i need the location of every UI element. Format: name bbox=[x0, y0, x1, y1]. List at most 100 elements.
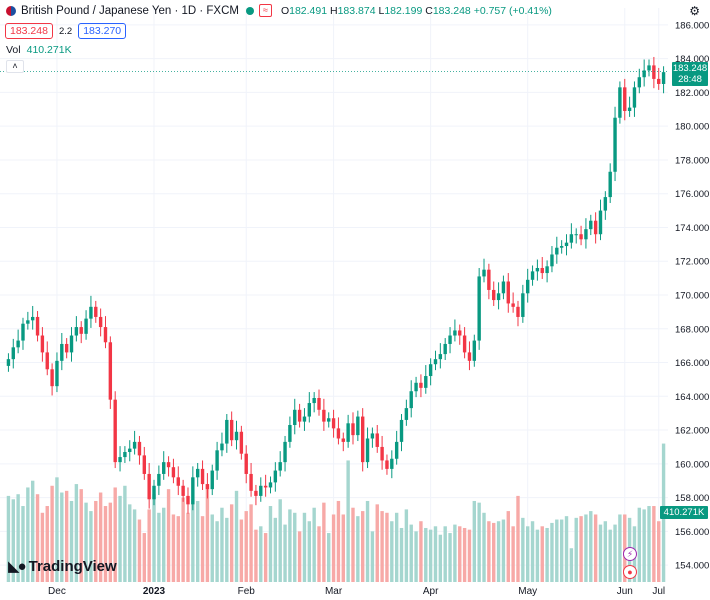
candle-body[interactable] bbox=[84, 318, 88, 334]
candle-body[interactable] bbox=[234, 431, 239, 441]
candle-body[interactable] bbox=[584, 229, 588, 240]
candle-body[interactable] bbox=[288, 424, 292, 442]
candle-body[interactable] bbox=[496, 293, 501, 301]
candle-body[interactable] bbox=[652, 65, 656, 79]
candle-body[interactable] bbox=[249, 473, 253, 491]
candle-body[interactable] bbox=[579, 234, 583, 240]
candle-body[interactable] bbox=[162, 462, 166, 474]
candle-body[interactable] bbox=[365, 438, 370, 463]
candle-body[interactable] bbox=[142, 455, 147, 474]
candle-body[interactable] bbox=[317, 397, 321, 410]
candle-body[interactable] bbox=[244, 453, 248, 474]
candle-body[interactable] bbox=[569, 234, 574, 243]
candle-body[interactable] bbox=[530, 271, 535, 280]
candle-body[interactable] bbox=[462, 335, 467, 353]
candle-body[interactable] bbox=[370, 433, 375, 439]
candle-body[interactable] bbox=[205, 484, 210, 490]
candle-body[interactable] bbox=[394, 441, 399, 459]
candle-body[interactable] bbox=[453, 330, 457, 336]
candle-body[interactable] bbox=[346, 423, 350, 442]
candle-body[interactable] bbox=[409, 391, 413, 409]
candle-body[interactable] bbox=[79, 327, 83, 334]
candle-body[interactable] bbox=[535, 267, 540, 272]
candle-body[interactable] bbox=[360, 416, 365, 463]
candle-body[interactable] bbox=[540, 267, 544, 274]
candle-body[interactable] bbox=[273, 470, 278, 483]
candle-body[interactable] bbox=[336, 428, 341, 439]
candle-body[interactable] bbox=[186, 495, 190, 505]
candle-body[interactable] bbox=[35, 316, 40, 336]
settings-gear-icon[interactable]: ⚙ bbox=[689, 4, 700, 18]
candle-body[interactable] bbox=[428, 364, 433, 377]
candle-body[interactable] bbox=[613, 117, 617, 172]
candle-body[interactable] bbox=[375, 433, 379, 447]
candle-body[interactable] bbox=[351, 423, 355, 436]
candle-body[interactable] bbox=[225, 419, 229, 444]
candle-body[interactable] bbox=[30, 316, 35, 321]
candle-body[interactable] bbox=[623, 87, 627, 111]
candle-body[interactable] bbox=[26, 320, 30, 324]
candle-body[interactable] bbox=[55, 360, 59, 387]
candle-body[interactable] bbox=[404, 408, 409, 420]
candle-body[interactable] bbox=[60, 343, 64, 361]
candle-body[interactable] bbox=[632, 87, 637, 108]
candle-body[interactable] bbox=[176, 477, 180, 486]
candle-body[interactable] bbox=[181, 485, 185, 496]
candle-body[interactable] bbox=[40, 335, 45, 353]
candle-body[interactable] bbox=[627, 107, 632, 111]
candle-body[interactable] bbox=[399, 419, 404, 442]
candle-body[interactable] bbox=[94, 306, 98, 317]
candle-body[interactable] bbox=[443, 343, 447, 355]
symbol-title[interactable]: British Pound / Japanese Yen · 1D · FXCM bbox=[21, 4, 239, 17]
candle-body[interactable] bbox=[278, 462, 282, 471]
tradingview-logo[interactable]: ◣● TradingView bbox=[8, 557, 117, 576]
candle-body[interactable] bbox=[268, 482, 273, 488]
candle-body[interactable] bbox=[21, 323, 25, 341]
candle-body[interactable] bbox=[239, 431, 244, 454]
candle-body[interactable] bbox=[564, 242, 569, 247]
candle-body[interactable] bbox=[555, 247, 559, 255]
buy-button[interactable]: 183.270 bbox=[78, 23, 127, 39]
candle-body[interactable] bbox=[642, 70, 646, 78]
candle-body[interactable] bbox=[482, 269, 486, 277]
candle-body[interactable] bbox=[574, 234, 578, 236]
chevron-up-icon[interactable]: ˄ bbox=[6, 60, 24, 73]
candle-body[interactable] bbox=[103, 327, 108, 343]
lightning-event-icon[interactable]: ⚡ bbox=[623, 547, 637, 561]
candle-body[interactable] bbox=[511, 303, 515, 307]
candle-body[interactable] bbox=[559, 246, 564, 248]
candle-body[interactable] bbox=[191, 477, 195, 505]
candle-body[interactable] bbox=[157, 473, 161, 486]
candle-body[interactable] bbox=[467, 352, 472, 361]
market-status-icon[interactable] bbox=[245, 6, 254, 15]
candle-body[interactable] bbox=[525, 279, 530, 294]
candle-body[interactable] bbox=[477, 276, 481, 341]
candle-body[interactable] bbox=[608, 171, 612, 198]
candle-body[interactable] bbox=[220, 443, 224, 451]
candle-body[interactable] bbox=[385, 460, 389, 469]
candle-body[interactable] bbox=[16, 340, 20, 348]
candle-body[interactable] bbox=[603, 197, 608, 211]
candle-body[interactable] bbox=[259, 485, 263, 496]
candle-body[interactable] bbox=[74, 327, 79, 336]
candle-body[interactable] bbox=[618, 87, 622, 118]
candle-body[interactable] bbox=[448, 335, 452, 344]
candle-body[interactable] bbox=[390, 458, 394, 469]
candle-body[interactable] bbox=[356, 416, 360, 436]
candle-body[interactable] bbox=[98, 316, 103, 328]
candle-body[interactable] bbox=[424, 376, 428, 388]
candle-body[interactable] bbox=[171, 467, 176, 478]
candle-body[interactable] bbox=[322, 409, 326, 422]
candle-body[interactable] bbox=[254, 490, 258, 496]
candle-body[interactable] bbox=[312, 397, 316, 404]
candle-body[interactable] bbox=[414, 382, 418, 392]
candle-body[interactable] bbox=[200, 468, 205, 485]
candle-body[interactable] bbox=[166, 462, 171, 468]
candle-body[interactable] bbox=[229, 419, 234, 441]
candle-body[interactable] bbox=[521, 293, 525, 317]
candle-body[interactable] bbox=[108, 342, 113, 400]
candle-body[interactable] bbox=[647, 65, 651, 71]
candle-body[interactable] bbox=[6, 359, 11, 366]
candle-body[interactable] bbox=[545, 266, 549, 274]
